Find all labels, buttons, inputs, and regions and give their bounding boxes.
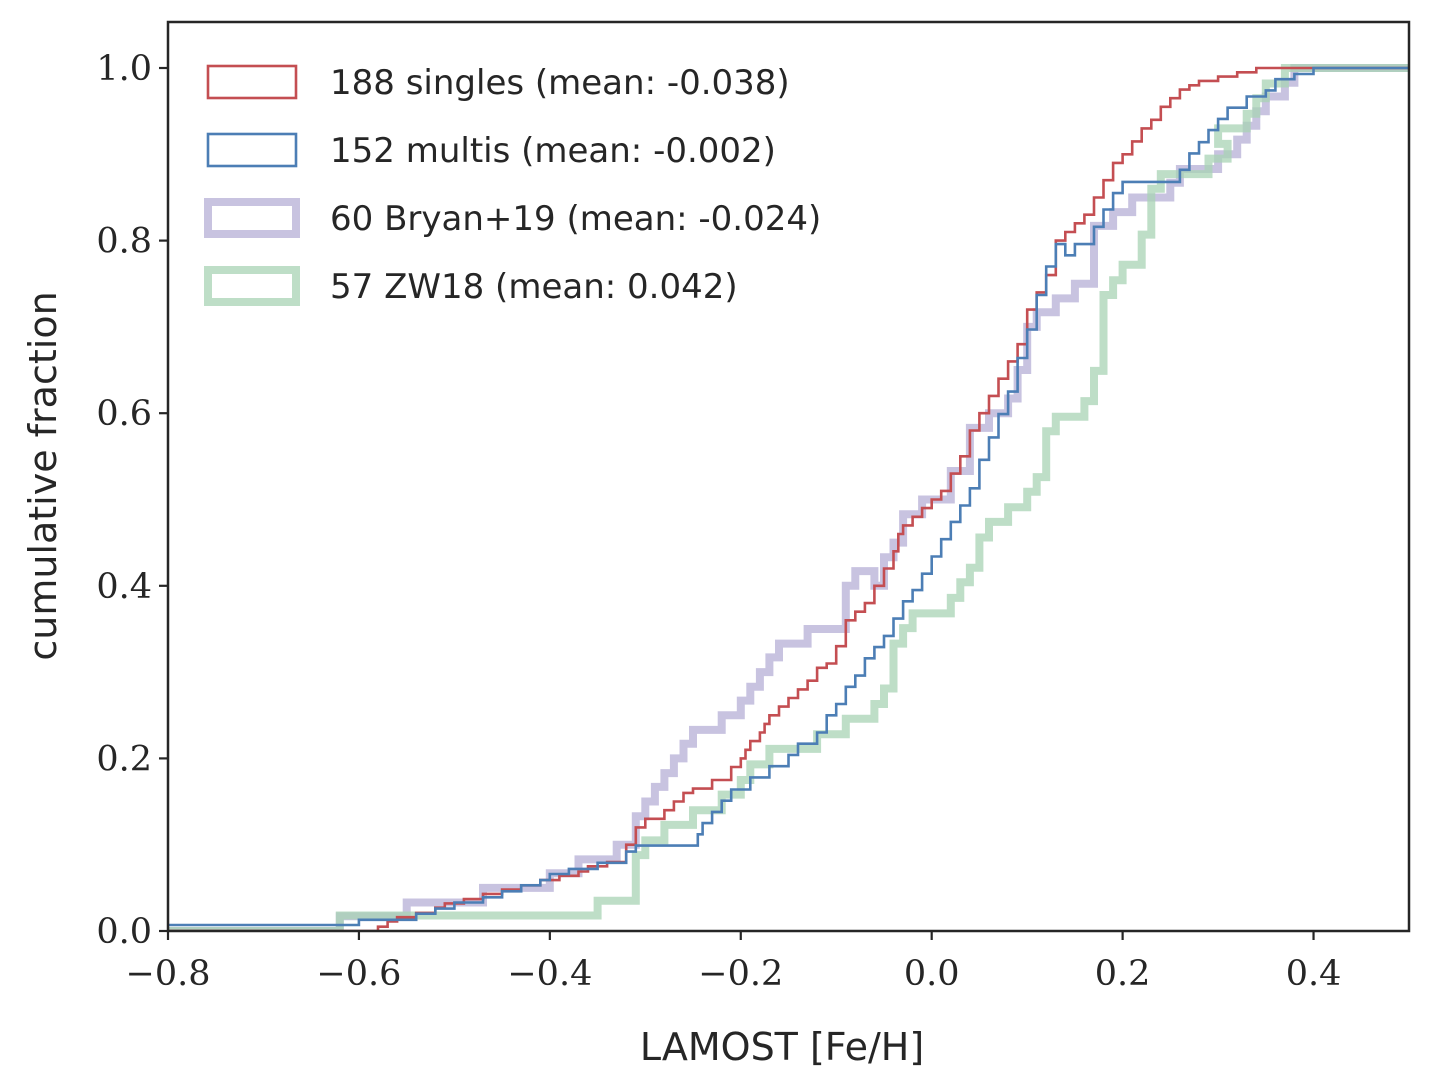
y-tick-label: 0.2 [96, 739, 152, 779]
legend-swatch-multis [206, 132, 298, 168]
series-line-zw18 [168, 64, 1409, 931]
y-tick-label: 0.4 [96, 567, 152, 607]
legend-label-singles: 188 singles (mean: -0.038) [330, 63, 790, 103]
x-axis-label: LAMOST [Fe/H] [640, 1025, 924, 1069]
y-tick-label: 0.0 [96, 912, 152, 952]
y-tick-label: 1.0 [96, 49, 152, 89]
series-line-singles [168, 66, 1409, 931]
x-tick-label: −0.8 [126, 954, 211, 994]
y-axis-label: cumulative fraction [21, 291, 65, 660]
x-axis: −0.8 −0.6 −0.4 −0.2 0.0 0.2 0.4 [126, 931, 1342, 994]
legend-swatch-zw18 [204, 266, 300, 306]
x-tick-label: −0.2 [698, 954, 783, 994]
legend-label-multis: 152 multis (mean: -0.002) [330, 131, 776, 171]
legend-label-zw18: 57 ZW18 (mean: 0.042) [330, 267, 738, 307]
axes-frame [166, 20, 1411, 933]
x-tick-label: 0.2 [1095, 954, 1151, 994]
legend-swatch-bryan-19 [204, 198, 300, 238]
x-tick-label: −0.4 [507, 954, 592, 994]
x-tick-label: −0.6 [316, 954, 401, 994]
legend-label-bryan-19: 60 Bryan+19 (mean: -0.024) [330, 199, 821, 239]
x-tick-label: 0.4 [1286, 954, 1342, 994]
x-tick-label: 0.0 [904, 954, 960, 994]
y-axis: 0.0 0.2 0.4 0.6 0.8 1.0 [96, 49, 168, 952]
y-tick-label: 0.6 [96, 394, 152, 434]
legend-swatch-singles [206, 64, 298, 100]
legend: 188 singles (mean: -0.038) 152 multis (me… [204, 63, 821, 307]
plot-area [168, 64, 1409, 931]
series-line-multis [168, 66, 1409, 927]
y-tick-label: 0.8 [96, 222, 152, 262]
